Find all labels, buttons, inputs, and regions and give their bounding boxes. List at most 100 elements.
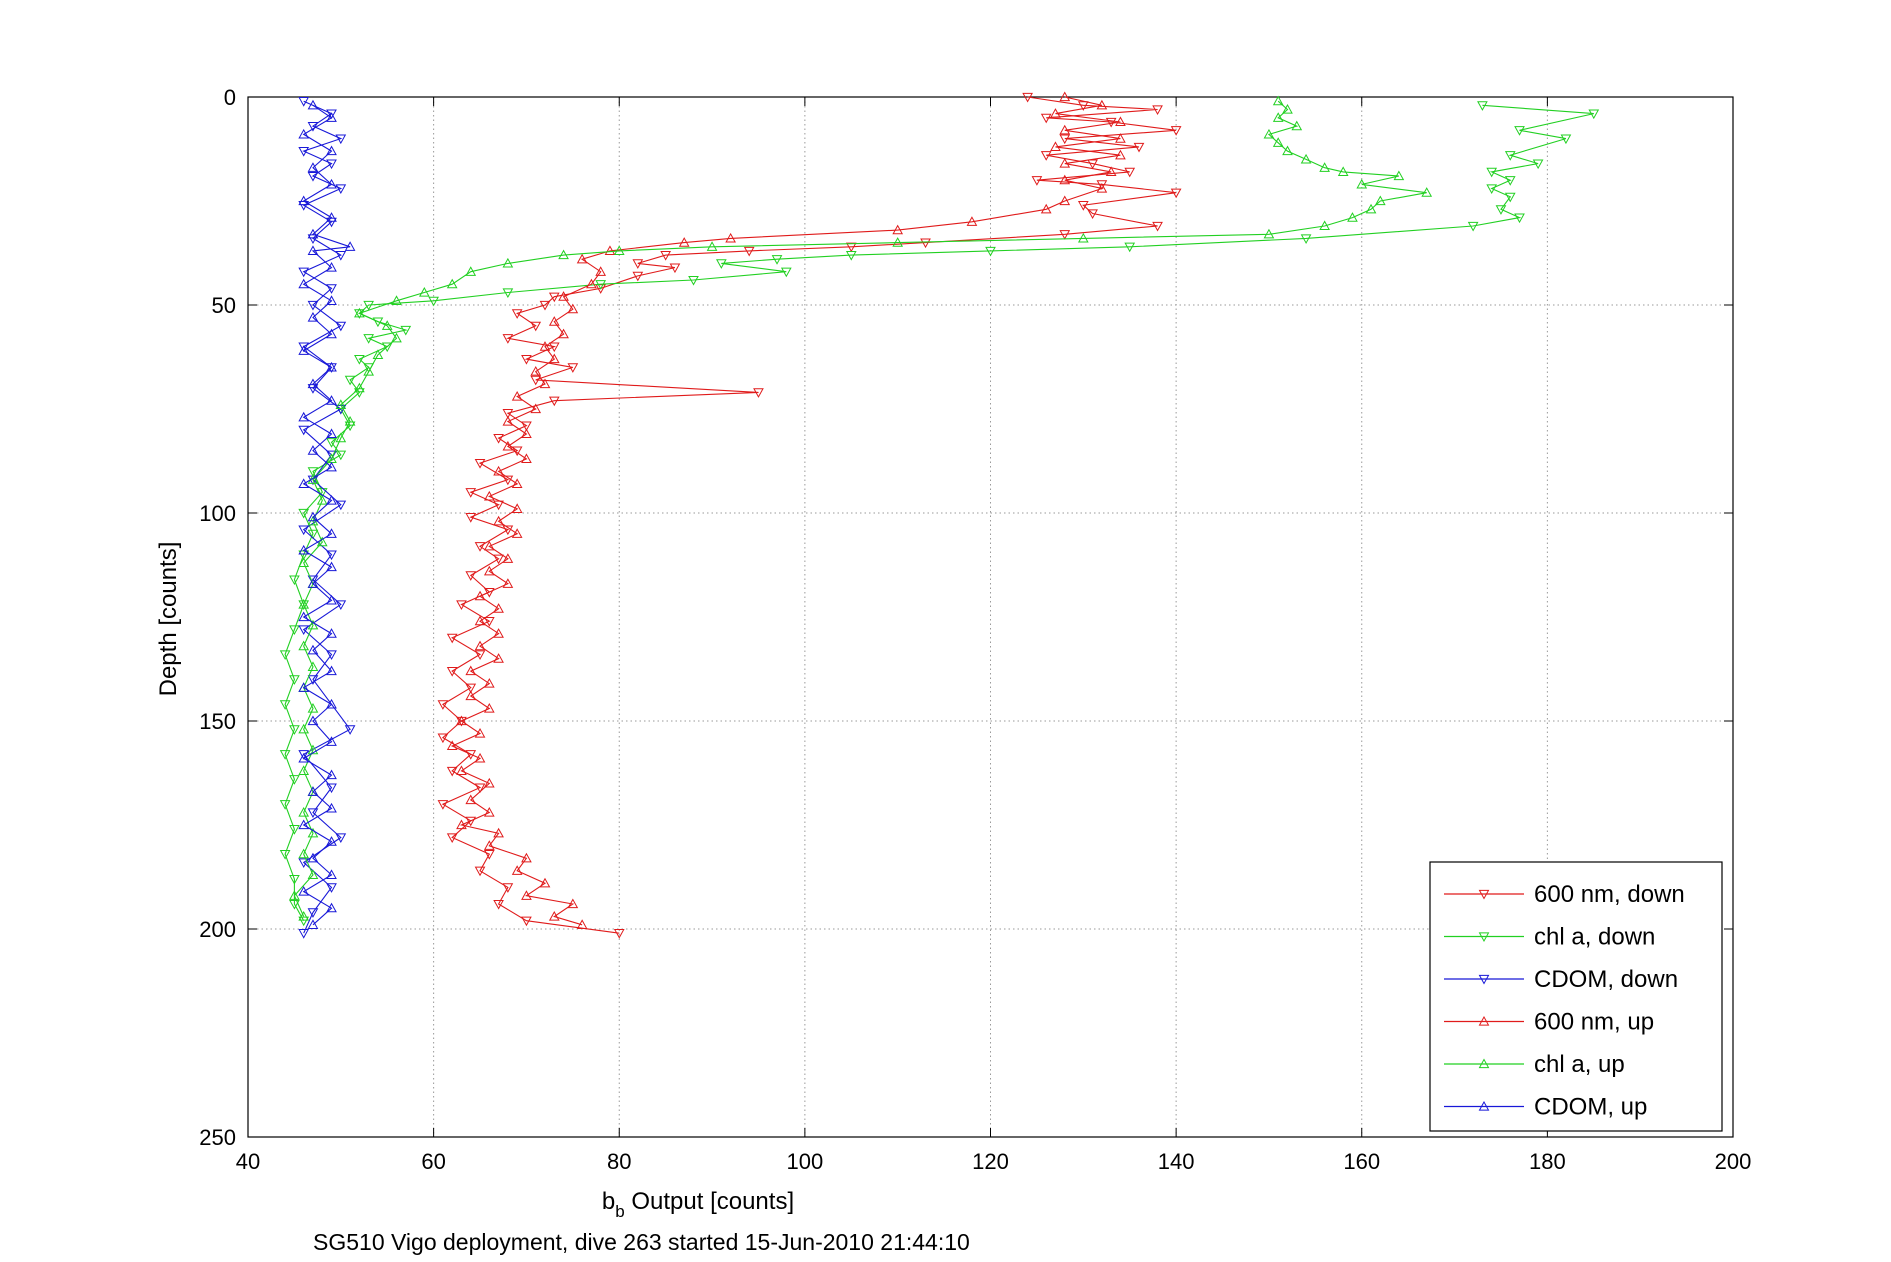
data-point (892, 237, 904, 247)
data-point (1115, 133, 1126, 143)
data-point (1050, 108, 1061, 118)
data-point (298, 425, 310, 436)
data-point (326, 295, 337, 305)
data-point (391, 295, 402, 305)
data-point (595, 266, 607, 276)
data-point (845, 250, 857, 261)
data-point (1467, 221, 1479, 232)
data-point (326, 550, 337, 561)
data-point (289, 890, 300, 900)
data-point (892, 224, 904, 235)
data-point (558, 328, 569, 339)
data-point (446, 666, 458, 677)
data-point (326, 698, 337, 709)
data-point (1263, 128, 1275, 139)
data-point (502, 525, 514, 536)
data-point (326, 178, 337, 189)
data-point (1486, 167, 1498, 178)
data-point (1059, 124, 1071, 135)
data-point (335, 833, 347, 844)
data-point (298, 478, 310, 488)
data-point (363, 366, 375, 376)
data-point (326, 494, 337, 505)
data-point (344, 241, 356, 251)
data-point (326, 802, 337, 813)
data-point (344, 415, 356, 426)
data-point (465, 571, 477, 581)
data-point (502, 475, 514, 486)
data-point (1282, 145, 1293, 156)
data-point (307, 467, 319, 477)
data-point (1356, 178, 1368, 189)
legend-label: 600 nm, down (1534, 881, 1685, 908)
data-point (307, 908, 319, 918)
data-point (465, 266, 477, 276)
data-point (753, 388, 764, 398)
data-point (465, 690, 477, 701)
data-point (530, 403, 542, 414)
data-point (307, 171, 319, 182)
data-point (446, 633, 458, 644)
data-point (279, 700, 291, 710)
data-point (298, 929, 310, 939)
data-point (521, 453, 532, 464)
data-point (539, 300, 551, 311)
data-point (985, 246, 996, 257)
data-point (493, 899, 504, 910)
data-point (706, 241, 718, 251)
y-tick-label: 50 (212, 293, 236, 318)
y-axis-label: Depth [counts] (155, 542, 182, 697)
data-point (298, 886, 310, 896)
data-point (1059, 91, 1071, 102)
data-point (1031, 176, 1043, 186)
data-point (446, 766, 458, 777)
data-point (1272, 95, 1284, 106)
legend-item: 600 nm, up (1444, 1009, 1654, 1036)
data-point (511, 390, 523, 401)
data-point (289, 899, 300, 910)
data-point (446, 833, 458, 844)
data-point (279, 650, 291, 660)
data-point (474, 866, 486, 877)
data-point (307, 852, 319, 863)
data-point (335, 134, 347, 145)
data-point (289, 675, 300, 685)
data-point (474, 650, 486, 660)
data-point (307, 786, 319, 796)
data-point (326, 450, 337, 461)
data-point (1560, 134, 1572, 145)
data-point (493, 827, 504, 838)
legend-swatch-marker (1478, 889, 1490, 900)
data-point (660, 250, 672, 261)
data-point (1040, 113, 1052, 124)
data-point (279, 750, 291, 760)
data-point (1133, 142, 1145, 153)
data-point (539, 378, 551, 389)
legend-item: CDOM, up (1444, 1094, 1647, 1121)
data-point (474, 752, 486, 763)
x-tick-label: 200 (1715, 1149, 1752, 1174)
legend-swatch-marker (1478, 932, 1490, 943)
legend-label: chl a, up (1534, 1051, 1625, 1078)
series-line (302, 100, 351, 934)
legend-box (1429, 861, 1723, 1132)
data-point (576, 253, 588, 264)
data-point (279, 850, 291, 860)
legend-swatch-marker (1478, 1058, 1490, 1069)
data-point (307, 245, 319, 256)
data-point (474, 615, 486, 626)
data-point (483, 490, 495, 501)
data-point (521, 428, 532, 439)
data-point (1170, 126, 1182, 136)
data-point (289, 625, 300, 636)
data-point (326, 665, 337, 676)
data-point (558, 249, 569, 260)
series-3 (446, 91, 1126, 929)
data-point (613, 245, 625, 256)
data-point (511, 478, 523, 488)
data-point (298, 910, 310, 921)
data-point (1495, 205, 1507, 215)
data-point (483, 702, 495, 713)
data-point (521, 354, 532, 365)
data-point (335, 500, 347, 511)
